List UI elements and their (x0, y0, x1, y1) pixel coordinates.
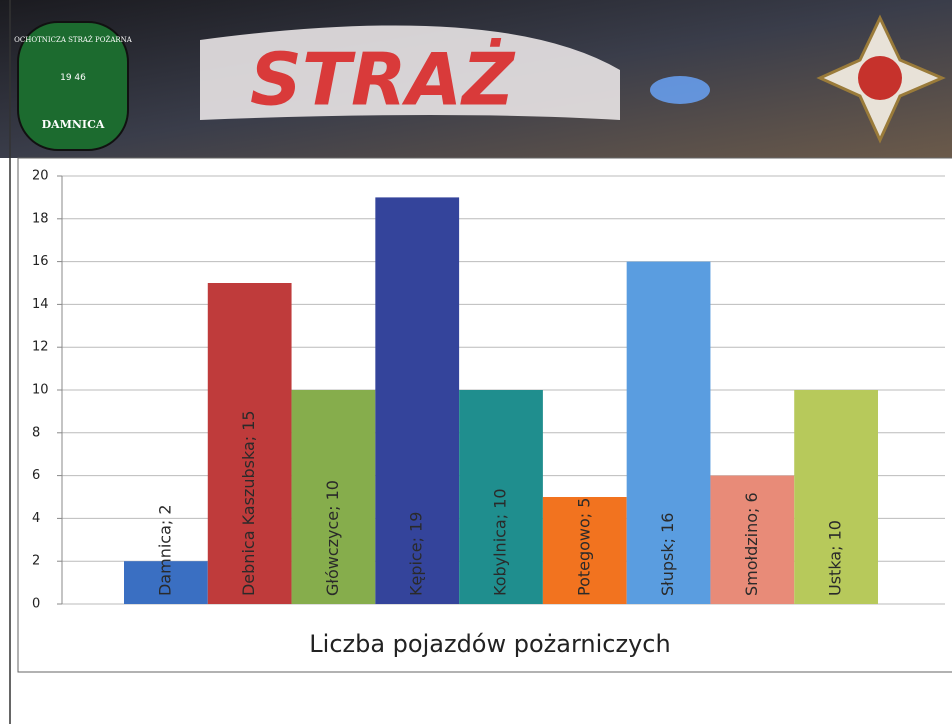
data-label: Kobylnica; 10 (491, 488, 510, 596)
bar (375, 197, 460, 604)
logo-arc: OCHOTNICZA STRAŻ POŻARNA (14, 35, 133, 44)
y-tick-label: 12 (32, 340, 49, 355)
plot: 0 2 4 6 8 10 12 14 16 18 20 Damnica; 2 Debnica Kaszu… (32, 169, 945, 612)
banner-text: STRAŻ (250, 38, 516, 122)
bar (207, 283, 292, 604)
y-tick-label: 14 (32, 297, 49, 312)
logo-right-center (858, 56, 902, 100)
logo-name: DAMNICA (42, 118, 105, 131)
data-label: Słupsk; 16 (658, 513, 677, 596)
y-tick-label: 6 (32, 468, 40, 483)
data-label: Debnica Kaszubska; 15 (239, 410, 258, 596)
data-label: Kępice; 19 (407, 512, 426, 596)
bar (459, 390, 543, 604)
banner-light (650, 76, 710, 104)
bar (124, 561, 208, 604)
y-tick-label: 10 (32, 383, 49, 398)
y-tick-label: 20 (32, 169, 49, 184)
data-label: Główczyce; 10 (323, 480, 342, 596)
bar (291, 390, 376, 604)
data-label: Potegowo; 5 (574, 498, 593, 596)
bar (626, 261, 711, 604)
y-tick-label: 16 (32, 254, 49, 269)
bar (710, 475, 795, 604)
y-tick-label: 8 (32, 425, 40, 440)
bar (542, 497, 627, 604)
bar (794, 390, 878, 604)
y-tick-label: 18 (32, 211, 49, 226)
data-label: Ustka; 10 (826, 520, 845, 596)
data-label: Smołdzino; 6 (742, 492, 761, 596)
logo-left (17, 21, 129, 151)
chart-title: Liczba pojazdów pożarniczych (309, 630, 670, 658)
y-tick-label: 2 (32, 554, 40, 569)
banner-stripe (200, 25, 620, 120)
data-label: Damnica; 2 (155, 504, 174, 596)
logo-year: 19 46 (60, 73, 86, 83)
banner: STRAŻ OCHOTNICZA STRAŻ POŻARNA 19 46 DAM… (0, 0, 952, 158)
y-tick-label: 0 (32, 597, 40, 612)
y-tick-label: 4 (32, 511, 40, 526)
